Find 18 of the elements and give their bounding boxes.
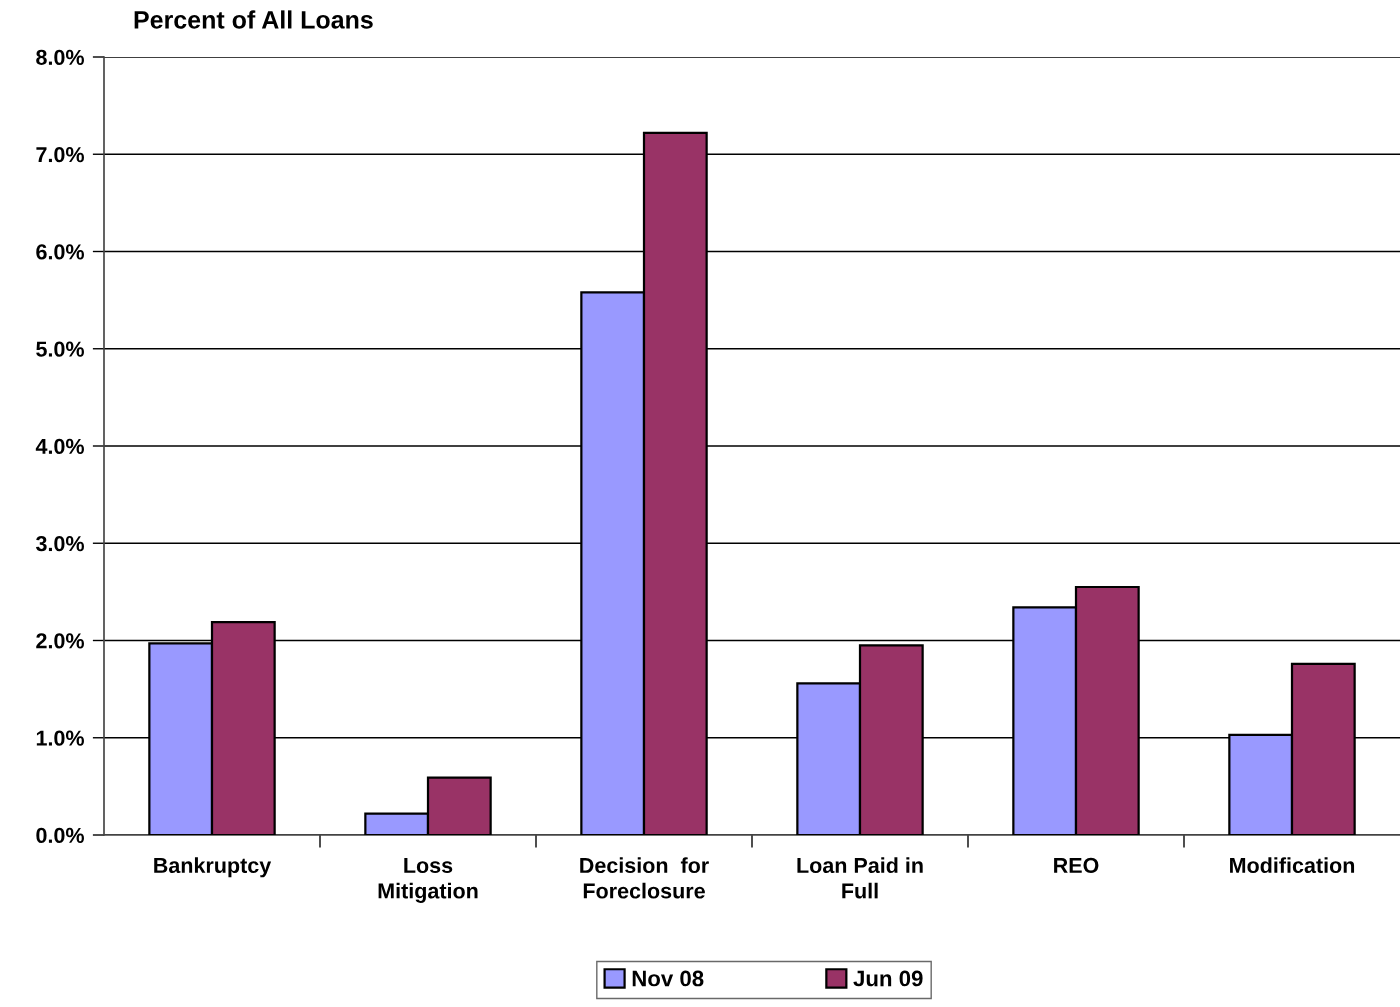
- x-tick-label: Decision for Foreclosure: [580, 857, 709, 899]
- chart-title: Percent of All Loans: [134, 10, 373, 29]
- legend-label: Nov 08: [632, 970, 704, 987]
- y-tick-label: 7.0%: [36, 147, 84, 163]
- y-tick-label: 3.0%: [35, 536, 84, 552]
- y-tick-label: 4.0%: [35, 438, 84, 455]
- legend-label: Jun 09: [853, 970, 923, 987]
- y-tick-label: 1.0%: [36, 730, 84, 746]
- y-tick-label: 8.0%: [36, 49, 84, 66]
- y-tick-label: 2.0%: [36, 633, 84, 649]
- y-tick-label: 6.0%: [36, 244, 84, 260]
- x-tick-label: Loan Paid in Full: [797, 857, 923, 899]
- x-tick-label: REO: [1054, 857, 1099, 874]
- x-tick-label: Bankruptcy: [154, 857, 272, 878]
- y-tick-label: 0.0%: [36, 827, 84, 844]
- y-tick-label: 5.0%: [36, 341, 84, 357]
- x-tick-label: Loss Mitigation: [378, 858, 478, 903]
- x-tick-label: Modification: [1230, 857, 1355, 874]
